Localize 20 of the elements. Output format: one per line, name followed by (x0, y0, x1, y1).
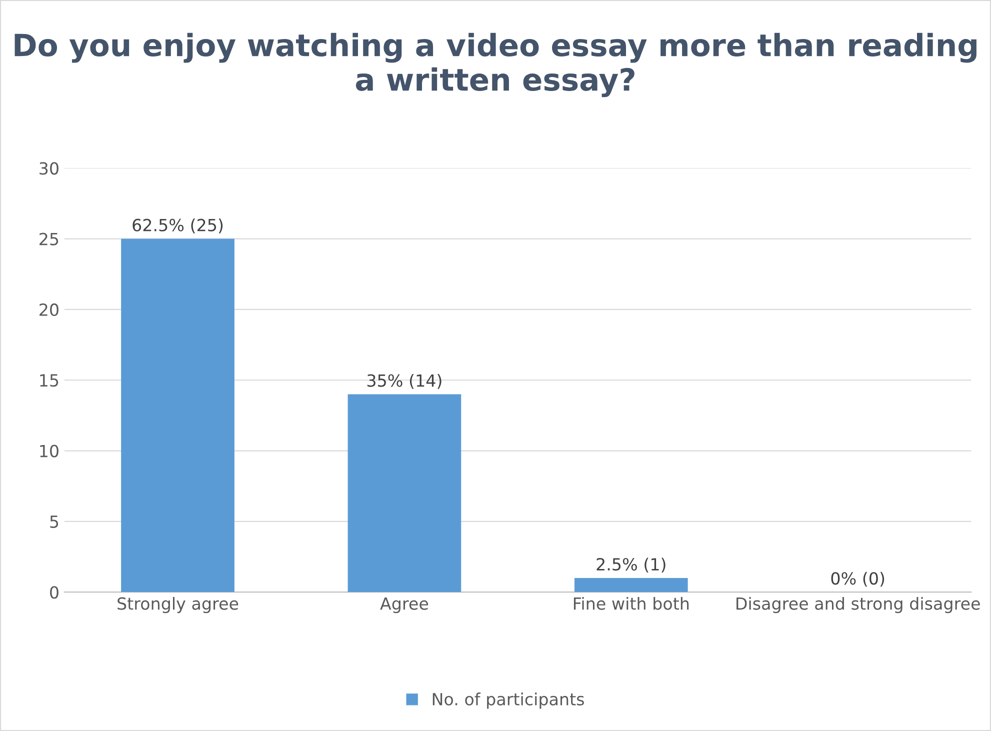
y-tick-label: 20 (40, 303, 58, 316)
bar (348, 394, 462, 592)
x-tick-label: Fine with both (574, 596, 689, 610)
y-tick-label: 30 (40, 162, 58, 175)
x-tick-label: Strongly agree (118, 596, 238, 614)
data-label: 2.5% (1) (596, 558, 666, 573)
y-tick-label: 10 (40, 444, 58, 458)
data-label: 35% (14) (367, 374, 442, 389)
y-tick-label: 0 (50, 586, 58, 599)
data-label: 62.5% (25) (132, 218, 223, 234)
x-tick-label: Agree (380, 597, 428, 614)
y-tick-label: 5 (50, 516, 58, 528)
bar (574, 578, 688, 592)
y-tick-label: 25 (40, 232, 58, 246)
data-label: 0% (0) (831, 572, 884, 587)
chart-title: Do you enjoy watching a video essay more than reading a written essay? (14, 32, 976, 98)
x-tick-label: Disagree and strong disagree (736, 596, 980, 614)
legend-label: No. of participants (432, 692, 584, 709)
y-tick-label: 15 (40, 374, 58, 387)
bar (121, 238, 234, 592)
